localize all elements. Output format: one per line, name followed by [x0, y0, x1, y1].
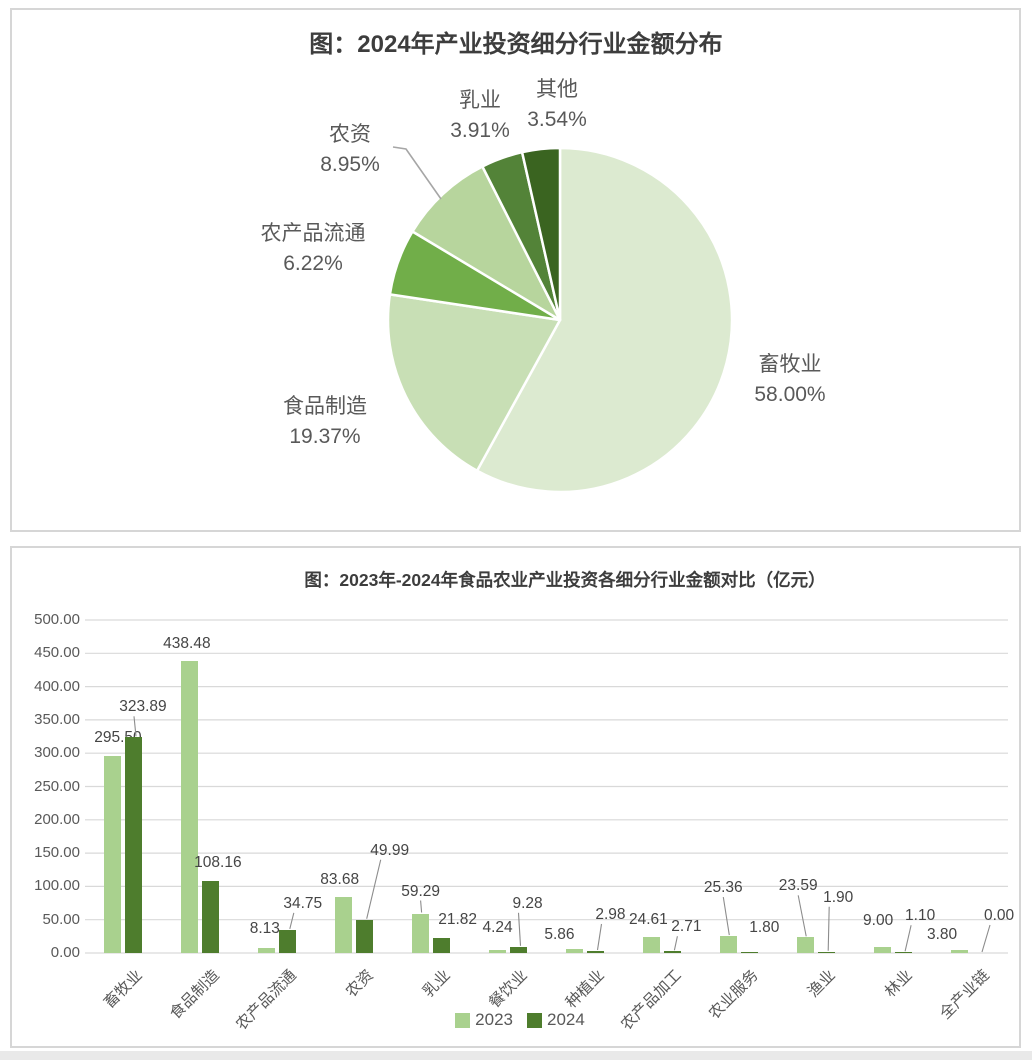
bar-2024-农业服务: [740, 951, 758, 953]
pie-label-name: 乳业: [458, 88, 501, 112]
legend-label-2024: 2024: [547, 1010, 585, 1029]
y-axis-tick-100: 100.00: [34, 877, 80, 895]
value-label-2023-乳业: 59.29: [401, 882, 441, 900]
bar-chart-legend: 2023 2024: [430, 1009, 610, 1031]
value-label-2024-林业: 1.10: [905, 907, 936, 925]
bar-2024-农产品加工: [663, 951, 681, 953]
value-label-2023-农业服务: 25.36: [703, 879, 743, 897]
pie-label-name: 畜牧业: [758, 352, 822, 376]
value-label-2023-农产品流通: 8.13: [249, 919, 280, 937]
bar-2023-全产业链: [950, 950, 968, 953]
pie-label-乳业: 乳业 3.91%: [450, 86, 510, 146]
bar-2024-林业: [894, 952, 912, 953]
pie-label-percent: 8.95%: [320, 153, 380, 176]
value-label-2024-渔业: 1.90: [823, 888, 854, 906]
pie-label-percent: 58.00%: [754, 383, 826, 406]
pie-label-畜牧业: 畜牧业 58.00%: [754, 350, 825, 410]
bar-2024-种植业: [586, 951, 604, 953]
pie-label-name: 食品制造: [283, 394, 367, 418]
value-label-2023-餐饮业: 4.24: [482, 919, 513, 937]
pie-label-name: 其他: [535, 77, 578, 101]
bar-2024-食品制造: [202, 880, 220, 953]
pie-label-name: 农资: [328, 122, 371, 146]
value-label-2023-全产业链: 3.80: [926, 926, 958, 944]
y-axis-tick-0: 0.00: [50, 944, 80, 961]
value-label-2023-林业: 9.00: [863, 912, 894, 929]
bar-2023-林业: [873, 947, 891, 953]
value-label-2024-全产业链: 0.00: [983, 907, 1015, 924]
value-label-2024-乳业: 21.82: [438, 911, 478, 929]
legend-swatch-2024: [527, 1012, 542, 1028]
pie-label-农资: 农资 8.95%: [320, 120, 380, 180]
value-label-2023-农资: 83.68: [320, 871, 360, 889]
bar-2024-畜牧业: [125, 737, 143, 953]
bar-2023-畜牧业: [104, 756, 122, 953]
y-axis-tick-500: 500.00: [34, 611, 80, 628]
bar-2024-餐饮业: [510, 946, 528, 953]
pie-chart-panel: [10, 8, 1021, 532]
legend-swatch-2023: [455, 1012, 471, 1028]
pie-label-食品制造: 食品制造 19.37%: [283, 392, 367, 452]
value-label-2024-食品制造: 108.16: [194, 853, 242, 871]
bar-2024-渔业: [817, 951, 835, 953]
y-axis-tick-400: 400.00: [34, 677, 80, 695]
bar-2024-乳业: [433, 938, 451, 953]
value-label-2024-种植业: 2.98: [595, 906, 626, 923]
value-label-2024-农产品流通: 34.75: [283, 894, 323, 912]
value-label-2023-农产品加工: 24.61: [628, 910, 668, 928]
y-axis-tick-200: 200.00: [34, 810, 80, 828]
pie-label-其他: 其他 3.54%: [527, 75, 587, 135]
pie-label-percent: 3.91%: [450, 119, 510, 142]
pie-chart-title: 图：2024年产业投资细分行业金额分布: [309, 31, 723, 58]
pie-label-percent: 19.37%: [289, 425, 361, 448]
pie-label-农产品流通: 农产品流通 6.22%: [261, 219, 366, 279]
bar-2023-农产品流通: [258, 947, 276, 953]
value-label-2023-渔业: 23.59: [778, 877, 818, 895]
bar-2023-餐饮业: [489, 950, 507, 953]
value-label-2024-畜牧业: 323.89: [119, 698, 167, 716]
bar-2023-农资: [335, 897, 353, 953]
pie-label-percent: 6.22%: [283, 252, 343, 275]
value-label-2024-农产品加工: 2.71: [671, 918, 702, 936]
bar-2023-种植业: [565, 949, 583, 953]
value-label-2024-餐饮业: 9.28: [512, 894, 543, 912]
bar-chart-panel: [10, 546, 1021, 1048]
bar-chart-title: 图：2023年-2024年食品农业产业投资各细分行业金额对比（亿元）: [304, 570, 826, 590]
page-bottom-strip: [0, 1051, 1032, 1060]
bar-2023-渔业: [796, 937, 814, 953]
pie-label-name: 农产品流通: [260, 221, 366, 245]
bar-2024-农资: [356, 919, 374, 953]
legend-item-2024: 2024: [527, 1010, 585, 1030]
bar-2023-农业服务: [719, 936, 737, 953]
pie-label-percent: 3.54%: [527, 108, 587, 131]
y-axis-tick-350: 350.00: [34, 710, 80, 728]
bar-2023-食品制造: [181, 660, 199, 953]
bar-2024-农产品流通: [279, 929, 297, 953]
bar-2023-农产品加工: [642, 936, 660, 953]
bar-2023-乳业: [412, 913, 430, 953]
y-axis-tick-450: 450.00: [34, 644, 80, 662]
y-axis-tick-300: 300.00: [34, 744, 80, 762]
value-label-2023-食品制造: 438.48: [163, 634, 211, 652]
legend-label-2023: 2023: [475, 1010, 513, 1029]
y-axis-tick-250: 250.00: [34, 777, 80, 795]
y-axis-tick-50: 50.00: [42, 910, 80, 928]
value-label-2024-农业服务: 1.80: [749, 918, 780, 936]
legend-item-2023: 2023: [455, 1010, 513, 1030]
value-label-2024-农资: 49.99: [370, 841, 410, 859]
value-label-2023-种植业: 5.86: [544, 926, 575, 944]
y-axis-tick-150: 150.00: [34, 844, 80, 862]
